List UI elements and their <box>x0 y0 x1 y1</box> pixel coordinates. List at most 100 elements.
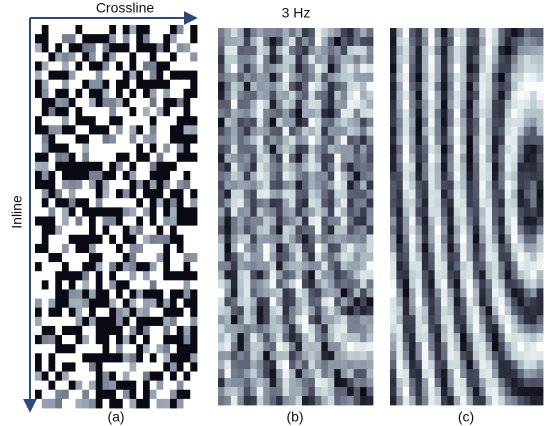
cell <box>231 28 238 37</box>
cell <box>157 262 164 272</box>
cell <box>447 118 454 127</box>
cell <box>347 172 354 181</box>
cell <box>69 289 76 299</box>
cell <box>136 271 143 281</box>
cell <box>237 270 244 279</box>
cell <box>296 91 303 100</box>
cell <box>447 369 454 378</box>
cell <box>390 297 397 306</box>
cell <box>428 172 435 181</box>
cell <box>347 243 354 252</box>
cell <box>190 344 197 354</box>
cell <box>49 61 56 71</box>
cell <box>511 208 518 217</box>
cell <box>454 225 461 234</box>
cell <box>237 55 244 64</box>
cell <box>96 253 103 263</box>
cell <box>498 154 505 163</box>
cell <box>218 28 225 37</box>
cell <box>422 64 429 73</box>
cell <box>479 73 486 82</box>
cell <box>116 144 123 154</box>
cell <box>409 64 416 73</box>
cell <box>315 333 322 342</box>
cell <box>473 270 480 279</box>
cell <box>396 252 403 261</box>
cell <box>302 288 309 297</box>
cell <box>96 353 103 363</box>
cell <box>454 154 461 163</box>
cell <box>170 125 177 135</box>
cell <box>360 217 367 226</box>
cell <box>231 73 238 82</box>
cell <box>530 315 537 324</box>
cell <box>109 171 116 181</box>
cell <box>143 362 150 372</box>
cell <box>49 34 56 44</box>
cell <box>354 342 361 351</box>
cell <box>537 154 544 163</box>
cell <box>308 181 315 190</box>
cell <box>150 244 157 254</box>
cell <box>441 127 448 136</box>
cell <box>492 360 499 369</box>
cell <box>341 28 348 37</box>
cell <box>130 207 137 217</box>
cell <box>96 180 103 190</box>
cell <box>530 46 537 55</box>
cell <box>136 43 143 53</box>
cell <box>224 136 231 145</box>
cell <box>123 271 130 281</box>
cell <box>334 181 341 190</box>
cell <box>367 378 374 387</box>
cell <box>505 199 512 208</box>
cell <box>35 107 42 117</box>
cell <box>55 144 62 154</box>
cell <box>454 163 461 172</box>
cell <box>69 71 76 81</box>
cell <box>328 225 335 234</box>
cell <box>35 134 42 144</box>
cell <box>428 360 435 369</box>
cell <box>276 199 283 208</box>
cell <box>473 154 480 163</box>
cell <box>328 172 335 181</box>
cell <box>69 362 76 372</box>
cell <box>49 198 56 208</box>
cell <box>396 91 403 100</box>
cell <box>435 225 442 234</box>
cell <box>89 280 96 290</box>
cell <box>244 127 251 136</box>
cell <box>82 335 89 345</box>
cell <box>289 288 296 297</box>
cell <box>403 82 410 91</box>
cell <box>524 73 531 82</box>
cell <box>321 28 328 37</box>
cell <box>237 297 244 306</box>
cell <box>49 217 56 227</box>
cell <box>308 225 315 234</box>
cell <box>35 80 42 90</box>
cell <box>530 288 537 297</box>
cell <box>530 199 537 208</box>
cell <box>428 82 435 91</box>
cell <box>89 226 96 236</box>
cell <box>55 280 62 290</box>
cell <box>89 362 96 372</box>
cell <box>396 369 403 378</box>
cell <box>367 136 374 145</box>
cell <box>82 171 89 181</box>
cell <box>163 80 170 90</box>
cell <box>89 189 96 199</box>
cell <box>354 396 361 405</box>
cell <box>441 243 448 252</box>
cell <box>524 225 531 234</box>
cell <box>390 217 397 226</box>
cell <box>328 163 335 172</box>
cell <box>136 381 143 391</box>
cell <box>143 271 150 281</box>
cell <box>403 91 410 100</box>
cell <box>486 387 493 396</box>
cell <box>354 297 361 306</box>
cell <box>103 198 110 208</box>
